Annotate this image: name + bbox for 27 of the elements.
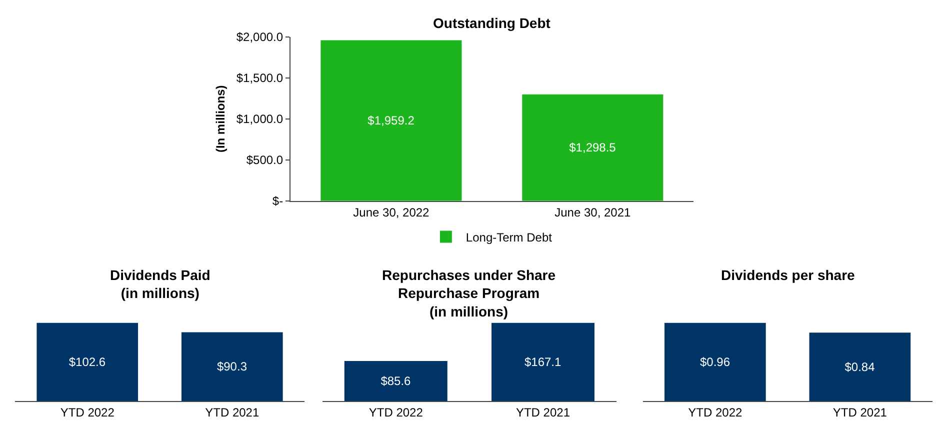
data-label: $102.6 (68, 354, 106, 369)
y-tick-label: $2,000.0 (236, 30, 284, 44)
x-tick-label: YTD 2022 (368, 406, 424, 420)
chart-title: Repurchases under Share Repurchase Program (in millions) (382, 267, 556, 320)
data-label: $1,298.5 (569, 140, 616, 155)
x-tick-label: June 30, 2022 (353, 205, 430, 220)
chart-title: Outstanding Debt (433, 15, 551, 31)
data-label: $167.1 (524, 354, 562, 369)
legend-label: Long-Term Debt (466, 230, 553, 244)
data-label: $90.3 (216, 360, 248, 374)
data-label: $0.96 (700, 354, 730, 369)
x-tick-label: YTD 2022 (688, 406, 742, 420)
y-tick-label: $1,500.0 (236, 71, 284, 86)
y-tick-label: $- (272, 194, 284, 208)
chart-title: Dividends Paid (in millions) (110, 267, 210, 302)
data-label: $1,959.2 (368, 114, 415, 128)
y-axis-title: (In millions) (214, 85, 228, 153)
y-tick-label: $500.0 (246, 153, 284, 168)
data-label: $0.84 (844, 360, 876, 374)
x-tick-label: YTD 2021 (205, 406, 260, 420)
x-tick-label: YTD 2022 (60, 406, 115, 420)
x-tick-label: June 30, 2021 (554, 205, 632, 220)
x-tick-label: YTD 2021 (516, 406, 570, 420)
y-tick-label: $1,000.0 (236, 112, 284, 126)
x-tick-label: YTD 2021 (832, 406, 888, 420)
data-label: $85.6 (380, 374, 412, 388)
chart-title: Dividends per share (721, 267, 856, 283)
